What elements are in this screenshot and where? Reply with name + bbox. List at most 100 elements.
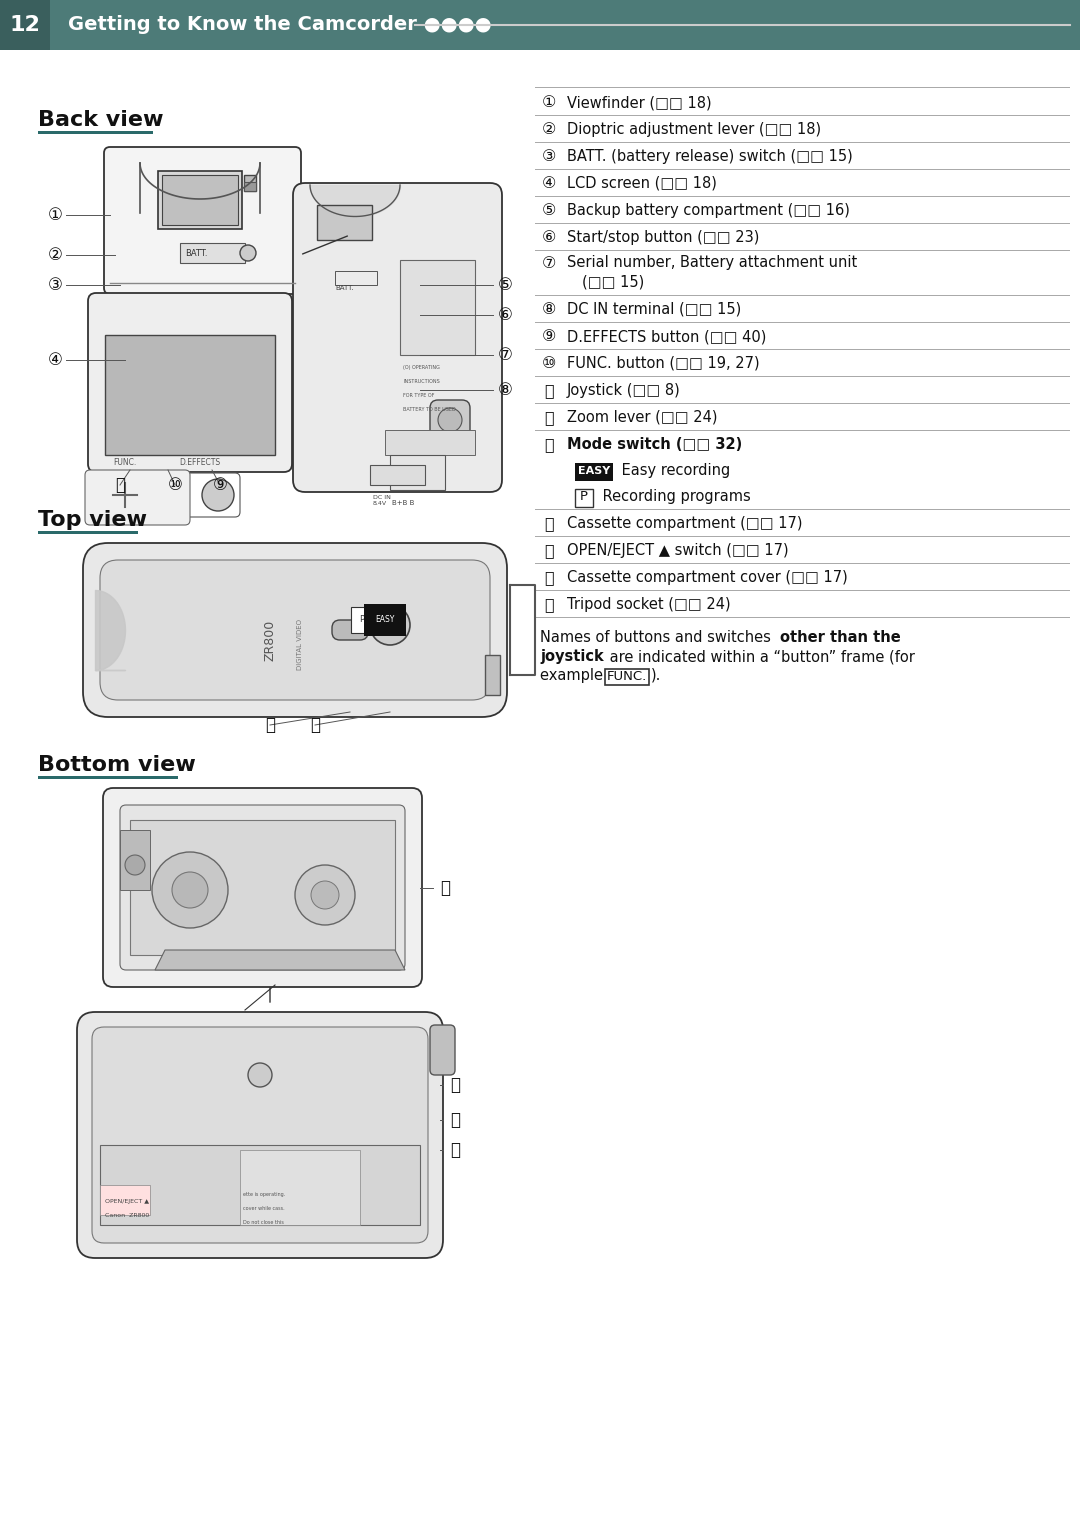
Text: are indicated within a “button” frame (for: are indicated within a “button” frame (f… <box>605 649 915 664</box>
Text: DIGITAL VIDEO: DIGITAL VIDEO <box>297 620 303 670</box>
Text: LCD screen (□□ 18): LCD screen (□□ 18) <box>567 176 717 192</box>
Text: DC IN
8.4V: DC IN 8.4V <box>373 495 391 506</box>
Text: P: P <box>360 615 365 624</box>
Text: Easy recording: Easy recording <box>617 463 730 479</box>
Text: ZR800: ZR800 <box>264 620 276 661</box>
Circle shape <box>240 245 256 261</box>
Text: B+B B: B+B B <box>392 500 415 506</box>
Bar <box>0 0 1080 51</box>
FancyBboxPatch shape <box>605 669 649 686</box>
Text: ⑤: ⑤ <box>542 202 556 218</box>
Text: ⑨: ⑨ <box>542 328 556 344</box>
Text: ⑫: ⑫ <box>265 716 275 733</box>
Circle shape <box>380 615 400 635</box>
Bar <box>105 334 275 456</box>
Text: Start/stop button (□□ 23): Start/stop button (□□ 23) <box>567 230 759 245</box>
Bar <box>244 183 256 192</box>
Bar <box>390 456 445 489</box>
Text: ③: ③ <box>542 149 556 164</box>
Bar <box>38 531 138 534</box>
FancyBboxPatch shape <box>430 400 470 440</box>
Text: ⑩: ⑩ <box>167 476 183 494</box>
Text: Cassette compartment (□□ 17): Cassette compartment (□□ 17) <box>567 515 802 531</box>
Text: Zoom lever (□□ 24): Zoom lever (□□ 24) <box>567 410 717 425</box>
Bar <box>244 175 256 192</box>
Text: Tripod socket (□□ 24): Tripod socket (□□ 24) <box>567 597 731 612</box>
FancyBboxPatch shape <box>77 1012 443 1258</box>
Text: ⑭: ⑭ <box>544 515 554 531</box>
Text: ⑬: ⑬ <box>310 716 320 733</box>
Bar <box>38 130 153 133</box>
FancyBboxPatch shape <box>332 620 368 640</box>
Text: ①: ① <box>48 206 63 224</box>
Bar <box>158 170 242 229</box>
Circle shape <box>156 479 188 511</box>
Circle shape <box>295 865 355 925</box>
Text: ①: ① <box>542 95 556 110</box>
Text: BATTERY TO BE USED: BATTERY TO BE USED <box>403 407 456 413</box>
Text: (O) OPERATING: (O) OPERATING <box>403 365 440 370</box>
Text: ⑮: ⑮ <box>450 1075 460 1094</box>
Circle shape <box>370 604 410 644</box>
Text: Bottom view: Bottom view <box>38 755 195 775</box>
Text: BATT. (battery release) switch (□□ 15): BATT. (battery release) switch (□□ 15) <box>567 149 853 164</box>
FancyBboxPatch shape <box>104 147 301 295</box>
Bar <box>120 830 150 890</box>
Circle shape <box>103 472 147 517</box>
Text: cover while cass.: cover while cass. <box>243 1206 285 1210</box>
Bar <box>0 0 50 51</box>
FancyBboxPatch shape <box>575 489 593 508</box>
Text: ⑨: ⑨ <box>213 476 228 494</box>
FancyBboxPatch shape <box>85 469 190 525</box>
Circle shape <box>311 881 339 910</box>
Bar <box>130 821 395 956</box>
Text: Mode switch (□□ 32): Mode switch (□□ 32) <box>567 437 742 453</box>
Bar <box>100 1144 420 1226</box>
Text: Dioptric adjustment lever (□□ 18): Dioptric adjustment lever (□□ 18) <box>567 123 821 137</box>
Bar <box>400 259 475 354</box>
Text: FUNC.: FUNC. <box>607 670 647 684</box>
Bar <box>240 1150 360 1226</box>
Text: ⑧: ⑧ <box>542 302 556 318</box>
Text: OPEN/EJECT ▲: OPEN/EJECT ▲ <box>105 1200 149 1204</box>
Circle shape <box>152 851 228 928</box>
FancyBboxPatch shape <box>103 788 422 986</box>
FancyBboxPatch shape <box>120 805 405 969</box>
Text: BATT.: BATT. <box>185 249 207 258</box>
Text: ②: ② <box>48 245 63 264</box>
Text: INSTRUCTIONS: INSTRUCTIONS <box>403 379 440 384</box>
Text: FUNC.: FUNC. <box>113 459 137 466</box>
Text: ⑥: ⑥ <box>498 305 512 324</box>
Text: ③: ③ <box>48 276 63 295</box>
Text: ⑪: ⑪ <box>114 476 125 494</box>
Text: Backup battery compartment (□□ 16): Backup battery compartment (□□ 16) <box>567 202 850 218</box>
Bar <box>335 272 377 285</box>
Text: Recording programs: Recording programs <box>598 489 751 505</box>
FancyBboxPatch shape <box>293 183 502 492</box>
Bar <box>180 242 245 262</box>
Circle shape <box>248 1063 272 1088</box>
Text: OPEN/EJECT ▲ switch (□□ 17): OPEN/EJECT ▲ switch (□□ 17) <box>567 543 788 558</box>
Text: Back view: Back view <box>38 110 163 130</box>
Text: D.EFFECTS button (□□ 40): D.EFFECTS button (□□ 40) <box>567 328 767 344</box>
FancyBboxPatch shape <box>430 1025 455 1075</box>
Text: ⑬: ⑬ <box>544 437 554 453</box>
Text: ⑰: ⑰ <box>450 1141 460 1160</box>
Bar <box>318 206 372 239</box>
Text: ⑪: ⑪ <box>544 384 554 397</box>
Circle shape <box>114 485 135 505</box>
Text: ⑯: ⑯ <box>450 1111 460 1129</box>
Bar <box>100 1184 150 1215</box>
Bar <box>485 655 500 695</box>
Text: ⑦: ⑦ <box>498 347 512 364</box>
Polygon shape <box>156 950 405 969</box>
Circle shape <box>202 479 234 511</box>
Bar <box>38 776 178 779</box>
Text: EASY: EASY <box>578 466 610 476</box>
Bar <box>162 175 238 225</box>
Text: example: example <box>540 667 608 683</box>
Text: Canon  ZR800: Canon ZR800 <box>105 1213 149 1218</box>
FancyBboxPatch shape <box>87 293 292 472</box>
Text: ⑩: ⑩ <box>542 356 556 371</box>
Text: EASY: EASY <box>376 615 394 624</box>
